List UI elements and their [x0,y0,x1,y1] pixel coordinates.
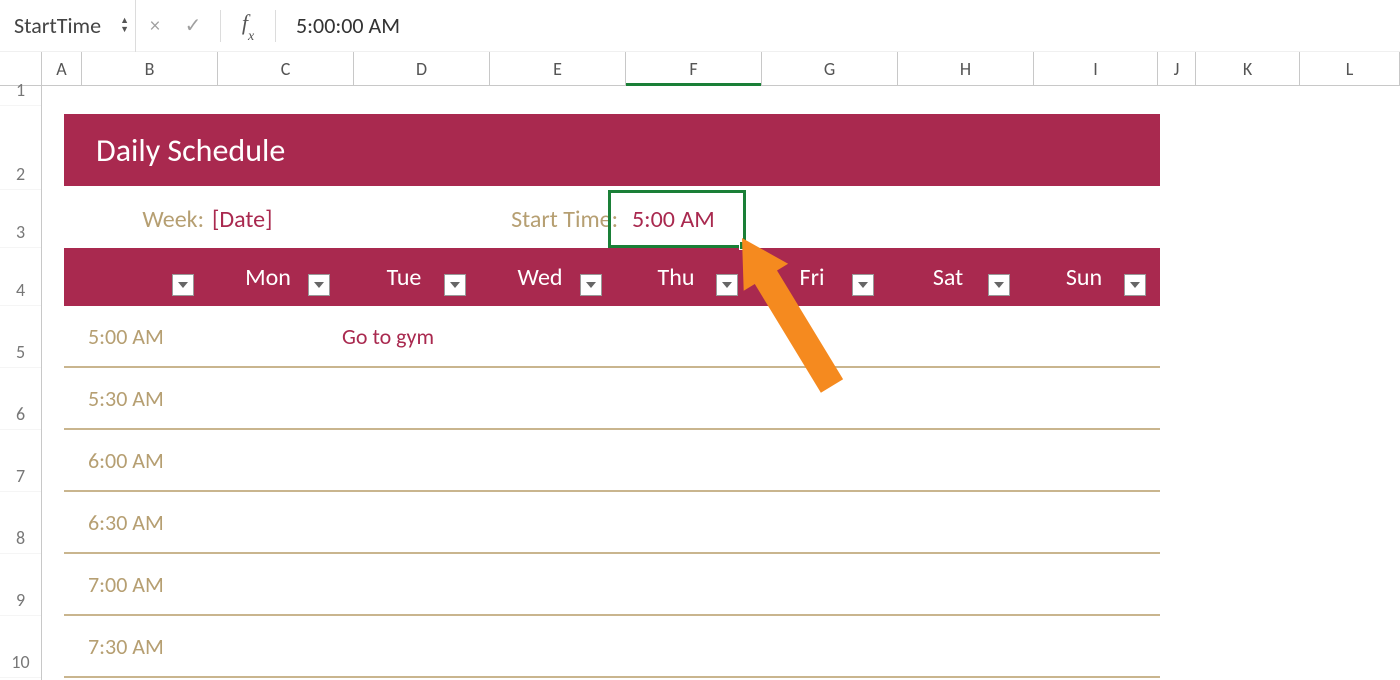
slot-cell-tue[interactable]: Go to gym [342,323,478,350]
column-header-J[interactable]: J [1158,52,1196,85]
filter-dropdown-icon[interactable] [988,274,1010,296]
chevron-down-icon[interactable]: ▼ [120,26,129,34]
row-header-8[interactable]: 8 [0,492,41,554]
name-box[interactable]: StartTime ▲ ▼ [0,0,136,52]
day-header-sat: Sat [880,248,1016,306]
fx-icon: fx [242,10,254,40]
day-header-thu: Thu [608,248,744,306]
column-header-I[interactable]: I [1034,52,1158,85]
day-label: Wed [517,263,562,292]
cancel-button[interactable]: × [136,0,174,52]
start-time-value[interactable]: 5:00 AM [626,205,758,234]
week-value[interactable]: [Date] [212,205,332,234]
day-header-fri: Fri [744,248,880,306]
day-label: Sat [933,263,963,292]
slot-time: 5:00 AM [64,323,206,350]
time-slot-row[interactable]: 7:30 AM [64,616,1160,678]
day-label: Sun [1066,263,1102,292]
check-icon: ✓ [185,13,202,38]
column-header-C[interactable]: C [218,52,354,85]
confirm-button[interactable]: ✓ [174,0,212,52]
day-label: Thu [658,263,695,292]
close-icon: × [150,14,160,38]
column-header-B[interactable]: B [82,52,218,85]
column-header-row: ABCDEFGHIJKL [0,52,1400,86]
row-header-7[interactable]: 7 [0,430,41,492]
column-header-D[interactable]: D [354,52,490,85]
day-label: Mon [245,263,291,292]
column-header-F[interactable]: F [626,52,762,85]
formula-input[interactable]: 5:00:00 AM [284,12,1400,39]
filter-dropdown-icon[interactable] [444,274,466,296]
row-header-column: 12345678910 [0,86,42,680]
page-title: Daily Schedule [96,131,285,170]
fx-button[interactable]: fx [229,0,267,52]
slot-time: 6:00 AM [64,447,206,474]
week-label: Week: [64,205,212,234]
column-header-G[interactable]: G [762,52,898,85]
column-header-H[interactable]: H [898,52,1034,85]
day-header-time [64,248,200,306]
row-header-5[interactable]: 5 [0,306,41,368]
filter-dropdown-icon[interactable] [716,274,738,296]
slot-time: 5:30 AM [64,385,206,412]
column-header-E[interactable]: E [490,52,626,85]
time-slot-row[interactable]: 5:30 AM [64,368,1160,430]
row-header-10[interactable]: 10 [0,616,41,678]
day-header-sun: Sun [1016,248,1152,306]
filter-dropdown-icon[interactable] [580,274,602,296]
filter-dropdown-icon[interactable] [308,274,330,296]
divider [275,10,276,42]
column-header-L[interactable]: L [1300,52,1400,85]
time-slot-row[interactable]: 5:00 AM Go to gym [64,306,1160,368]
meta-row: Week: [Date] Start Time: 5:00 AM [64,194,1160,244]
row-header-3[interactable]: 3 [0,190,41,248]
time-slot-row[interactable]: 7:00 AM [64,554,1160,616]
formula-bar: StartTime ▲ ▼ × ✓ fx 5:00:00 AM [0,0,1400,52]
cells-area[interactable]: Daily Schedule Week: [Date] Start Time: … [42,86,1400,680]
start-time-label: Start Time: [332,205,626,234]
days-header-row: Mon Tue Wed Thu Fri Sat Sun [64,248,1160,306]
name-box-stepper[interactable]: ▲ ▼ [120,17,129,34]
column-header-A[interactable]: A [42,52,82,85]
day-label: Fri [800,263,825,292]
title-banner: Daily Schedule [64,114,1160,186]
slot-time: 7:30 AM [64,633,206,660]
filter-dropdown-icon[interactable] [852,274,874,296]
row-header-4[interactable]: 4 [0,248,41,306]
slot-time: 7:00 AM [64,571,206,598]
name-box-value: StartTime [14,12,101,39]
sheet-grid: 12345678910 Daily Schedule Week: [Date] … [0,86,1400,680]
filter-dropdown-icon[interactable] [172,274,194,296]
filter-dropdown-icon[interactable] [1124,274,1146,296]
row-header-1[interactable]: 1 [0,86,41,106]
row-header-2[interactable]: 2 [0,106,41,190]
row-header-9[interactable]: 9 [0,554,41,616]
day-header-wed: Wed [472,248,608,306]
time-slot-row[interactable]: 6:30 AM [64,492,1160,554]
slot-time: 6:30 AM [64,509,206,536]
column-header-K[interactable]: K [1196,52,1300,85]
time-slot-row[interactable]: 6:00 AM [64,430,1160,492]
day-label: Tue [387,263,422,292]
divider [220,10,221,42]
day-header-mon: Mon [200,248,336,306]
day-header-tue: Tue [336,248,472,306]
row-header-6[interactable]: 6 [0,368,41,430]
